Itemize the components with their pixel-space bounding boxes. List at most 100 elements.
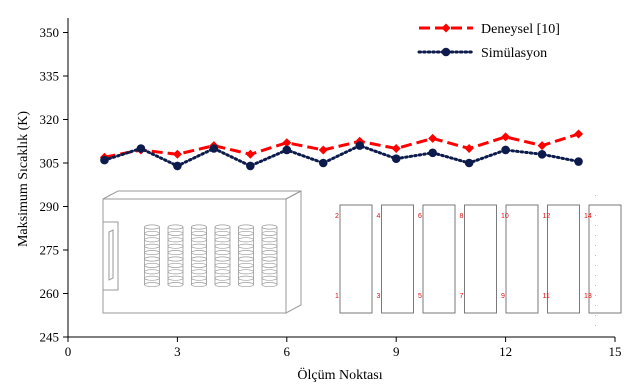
y-tick-label: 350 [40, 25, 60, 40]
tube-coil [261, 262, 278, 268]
tube-coil [214, 237, 231, 243]
tube-coil [238, 275, 254, 281]
tube-coil [238, 250, 254, 256]
x-tick-label: 3 [174, 344, 181, 359]
boundary-dot [595, 225, 596, 226]
boundary-dot [595, 315, 596, 316]
diamond-marker [428, 133, 438, 143]
boundary-dot [595, 195, 596, 196]
circle-marker [428, 148, 437, 158]
point-label-bottom: 1 [335, 293, 339, 300]
diamond-marker [318, 145, 328, 155]
tube-coil [238, 230, 254, 236]
tube-coil [191, 224, 207, 230]
tube-coil [261, 237, 278, 243]
point-label-top: 12 [543, 213, 551, 220]
channel-rect [422, 204, 456, 314]
inlet-slot-edge [108, 229, 114, 281]
tube-coil [238, 269, 254, 275]
tube-coil [214, 230, 231, 236]
tube-coil [214, 275, 231, 281]
tube-coil [167, 275, 184, 281]
circle-marker [391, 154, 401, 163]
tube-coil [214, 256, 231, 262]
tube-coil [144, 224, 160, 230]
tube-coil [191, 269, 207, 275]
tube-coil [214, 243, 231, 249]
tube-coil [167, 224, 184, 230]
tube-coil [191, 243, 207, 249]
tube-coil [167, 250, 184, 256]
tube-coil [191, 250, 207, 256]
heat-exchanger-3d-schematic [102, 190, 302, 314]
tube-coil [167, 230, 184, 236]
tube-coil [167, 256, 184, 262]
diamond-marker [282, 138, 292, 148]
boundary-dot [595, 285, 596, 286]
tube-coil [144, 243, 160, 249]
boundary-dot [595, 305, 596, 306]
tube-coil [238, 243, 254, 249]
circle-marker [501, 145, 510, 155]
x-axis-title: Ölçüm Noktası [297, 366, 382, 383]
circle-marker [173, 161, 182, 171]
point-label-top: 6 [418, 213, 422, 220]
tube-coil [261, 224, 278, 230]
series-layer [99, 129, 584, 171]
tube-coil [167, 237, 184, 243]
circle-marker [136, 144, 146, 153]
tube-coil [144, 282, 160, 288]
y-tick-label: 305 [40, 156, 60, 171]
legend-label-1: Deneysel [10] [481, 22, 560, 37]
tube-coil [144, 262, 160, 268]
point-label-bottom: 13 [584, 293, 592, 300]
x-tick-label: 12 [499, 344, 512, 359]
x-tick-label: 9 [393, 344, 400, 359]
box-face [285, 190, 302, 314]
point-label-top: 2 [335, 213, 339, 220]
tube-coil [144, 269, 160, 275]
point-label-top: 10 [501, 213, 509, 220]
tube-coil [214, 262, 231, 268]
tube-coil [214, 224, 231, 230]
legend: Deneysel [10] Simülasyon [417, 22, 560, 61]
circle-marker [537, 150, 547, 159]
channel-rect [505, 204, 539, 314]
circle-marker [282, 145, 292, 155]
x-tick-label: 6 [284, 344, 291, 359]
diamond-marker [537, 141, 547, 151]
tube-coil [191, 282, 207, 288]
tube-coil [144, 237, 160, 243]
tube-coil [238, 224, 254, 230]
circle-marker [355, 141, 365, 150]
boundary-dot [595, 205, 596, 206]
diamond-marker [391, 144, 401, 153]
point-label-top: 8 [460, 213, 464, 220]
tube-coil [261, 230, 278, 236]
tube-coil [144, 230, 160, 236]
circle-marker [464, 158, 474, 168]
y-tick-label: 335 [40, 69, 60, 84]
tube-coil [238, 262, 254, 268]
tube-coil [261, 275, 278, 281]
tube-coil [214, 282, 231, 288]
point-label-bottom: 9 [501, 293, 505, 300]
point-label-bottom: 7 [460, 293, 464, 300]
boundary-dot [595, 295, 596, 296]
boundary-dot [595, 325, 596, 326]
legend-label-2: Simülasyon [481, 46, 547, 61]
channel-rect [547, 204, 580, 314]
tube-coil [167, 282, 184, 288]
diamond-marker [464, 144, 474, 153]
diamond-marker [574, 129, 584, 139]
y-tick-label: 275 [40, 243, 60, 258]
tube-coil [144, 256, 160, 262]
diamond-marker [245, 149, 255, 159]
boundary-dot [595, 265, 596, 266]
y-tick-label: 320 [40, 112, 60, 127]
tube-coil [167, 269, 184, 275]
box-face [102, 190, 302, 200]
